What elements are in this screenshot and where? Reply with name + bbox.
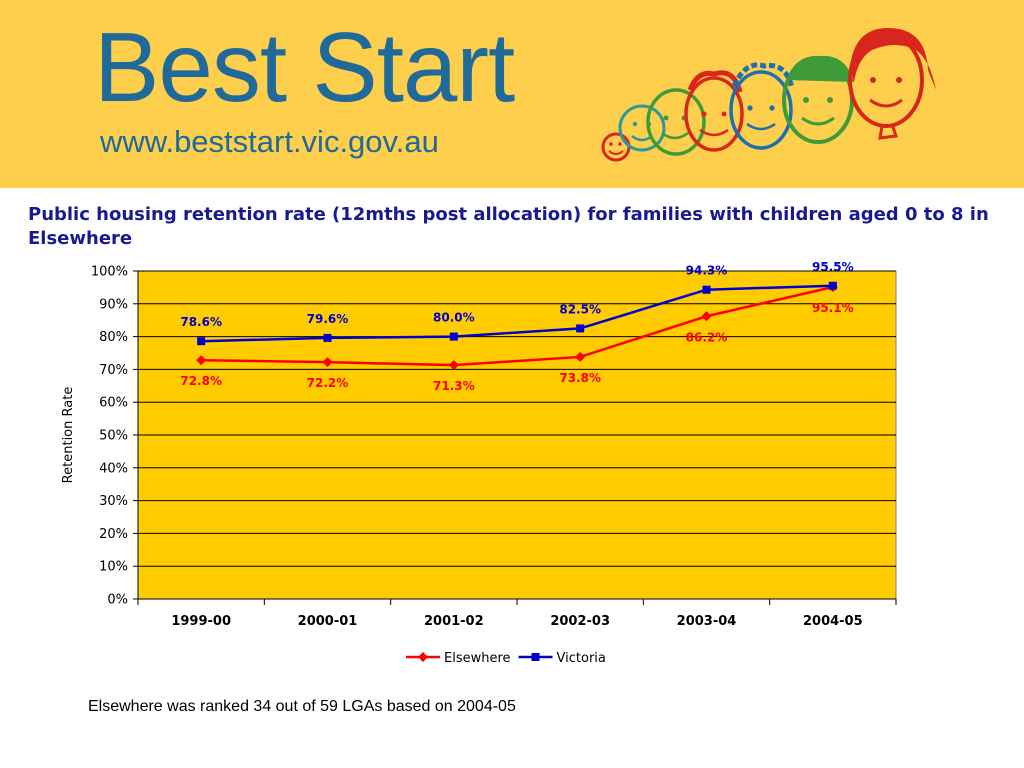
- y-axis-ticks: 0% 10% 20% 30% 40% 50% 60% 70% 80% 90% 100%: [91, 265, 139, 608]
- y-tick-label: 20%: [99, 527, 128, 542]
- data-point: [449, 332, 458, 341]
- data-label: 86.2%: [686, 330, 728, 344]
- data-point: [828, 281, 837, 290]
- y-tick-label: 70%: [99, 363, 128, 378]
- legend-marker: [418, 652, 428, 662]
- legend-item-elsewhere: Elsewhere: [406, 651, 511, 666]
- data-label: 95.1%: [812, 301, 854, 315]
- data-point: [701, 311, 712, 322]
- data-label: 94.3%: [686, 264, 728, 278]
- y-tick-label: 30%: [99, 494, 128, 509]
- series-line: [201, 285, 834, 367]
- y-tick-label: 80%: [99, 330, 128, 345]
- x-tick-label: 2003-04: [677, 614, 737, 629]
- data-point: [448, 360, 459, 371]
- children-faces-icon: [601, 28, 936, 162]
- data-label: 80.0%: [433, 311, 475, 325]
- y-axis-label: Retention Rate: [61, 387, 76, 484]
- brand-url[interactable]: www.beststart.vic.gov.au: [100, 124, 439, 159]
- series-line: [201, 284, 833, 343]
- data-label: 78.6%: [180, 315, 222, 329]
- data-point: [576, 324, 585, 333]
- footnote: Elsewhere was ranked 34 out of 59 LGAs b…: [88, 698, 516, 715]
- grid-lines: [138, 270, 896, 600]
- data-label: 95.5%: [812, 260, 854, 274]
- x-tick-label: 1999-00: [171, 614, 231, 629]
- y-tick-label: 10%: [99, 560, 128, 575]
- chart-title: Public housing retention rate (12mths po…: [28, 204, 989, 249]
- y-tick-label: 100%: [91, 265, 128, 280]
- legend: Elsewhere Victoria: [406, 651, 606, 666]
- header-banner: Best Start www.beststart.vic.gov.au: [0, 0, 1024, 188]
- series-layer: 72.8% 72.2% 71.3% 73.8% 86.2% 95.1% 78.6% 79.6%…: [180, 260, 853, 393]
- legend-label: Elsewhere: [444, 651, 511, 666]
- data-label: 72.8%: [180, 374, 222, 388]
- x-axis-ticks: 1999-00 2000-01 2001-02 2002-03 2003-04 2004-…: [137, 598, 897, 629]
- data-label: 72.2%: [307, 376, 349, 390]
- data-point: [575, 351, 586, 362]
- data-point: [196, 355, 207, 366]
- x-tick-label: 2000-01: [298, 614, 358, 629]
- data-point: [322, 357, 333, 368]
- x-tick-label: 2002-03: [550, 614, 610, 629]
- x-tick-label: 2001-02: [424, 614, 484, 629]
- data-label: 71.3%: [433, 379, 475, 393]
- legend-item-victoria: Victoria: [518, 651, 606, 666]
- x-tick-label: 2004-05: [803, 614, 863, 629]
- data-label: 73.8%: [559, 371, 601, 385]
- data-point: [702, 285, 711, 294]
- y-tick-label: 0%: [107, 593, 128, 608]
- y-tick-label: 40%: [99, 461, 128, 476]
- data-label: 79.6%: [307, 312, 349, 326]
- data-label: 82.5%: [559, 302, 601, 316]
- data-point: [197, 337, 206, 346]
- series-victoria: 78.6% 79.6% 80.0% 82.5% 94.3% 95.5%: [180, 260, 854, 346]
- y-tick-label: 90%: [99, 297, 128, 312]
- y-tick-label: 60%: [99, 396, 128, 411]
- y-tick-label: 50%: [99, 429, 128, 444]
- brand-name: Best Start: [94, 12, 515, 122]
- data-point: [323, 333, 332, 342]
- legend-label: Victoria: [557, 651, 606, 666]
- line-chart: 0% 10% 20% 30% 40% 50% 60% 70% 80% 90% 100% 1999-0…: [61, 260, 897, 666]
- series-elsewhere: 72.8% 72.2% 71.3% 73.8% 86.2% 95.1%: [180, 282, 854, 393]
- legend-marker: [531, 653, 540, 661]
